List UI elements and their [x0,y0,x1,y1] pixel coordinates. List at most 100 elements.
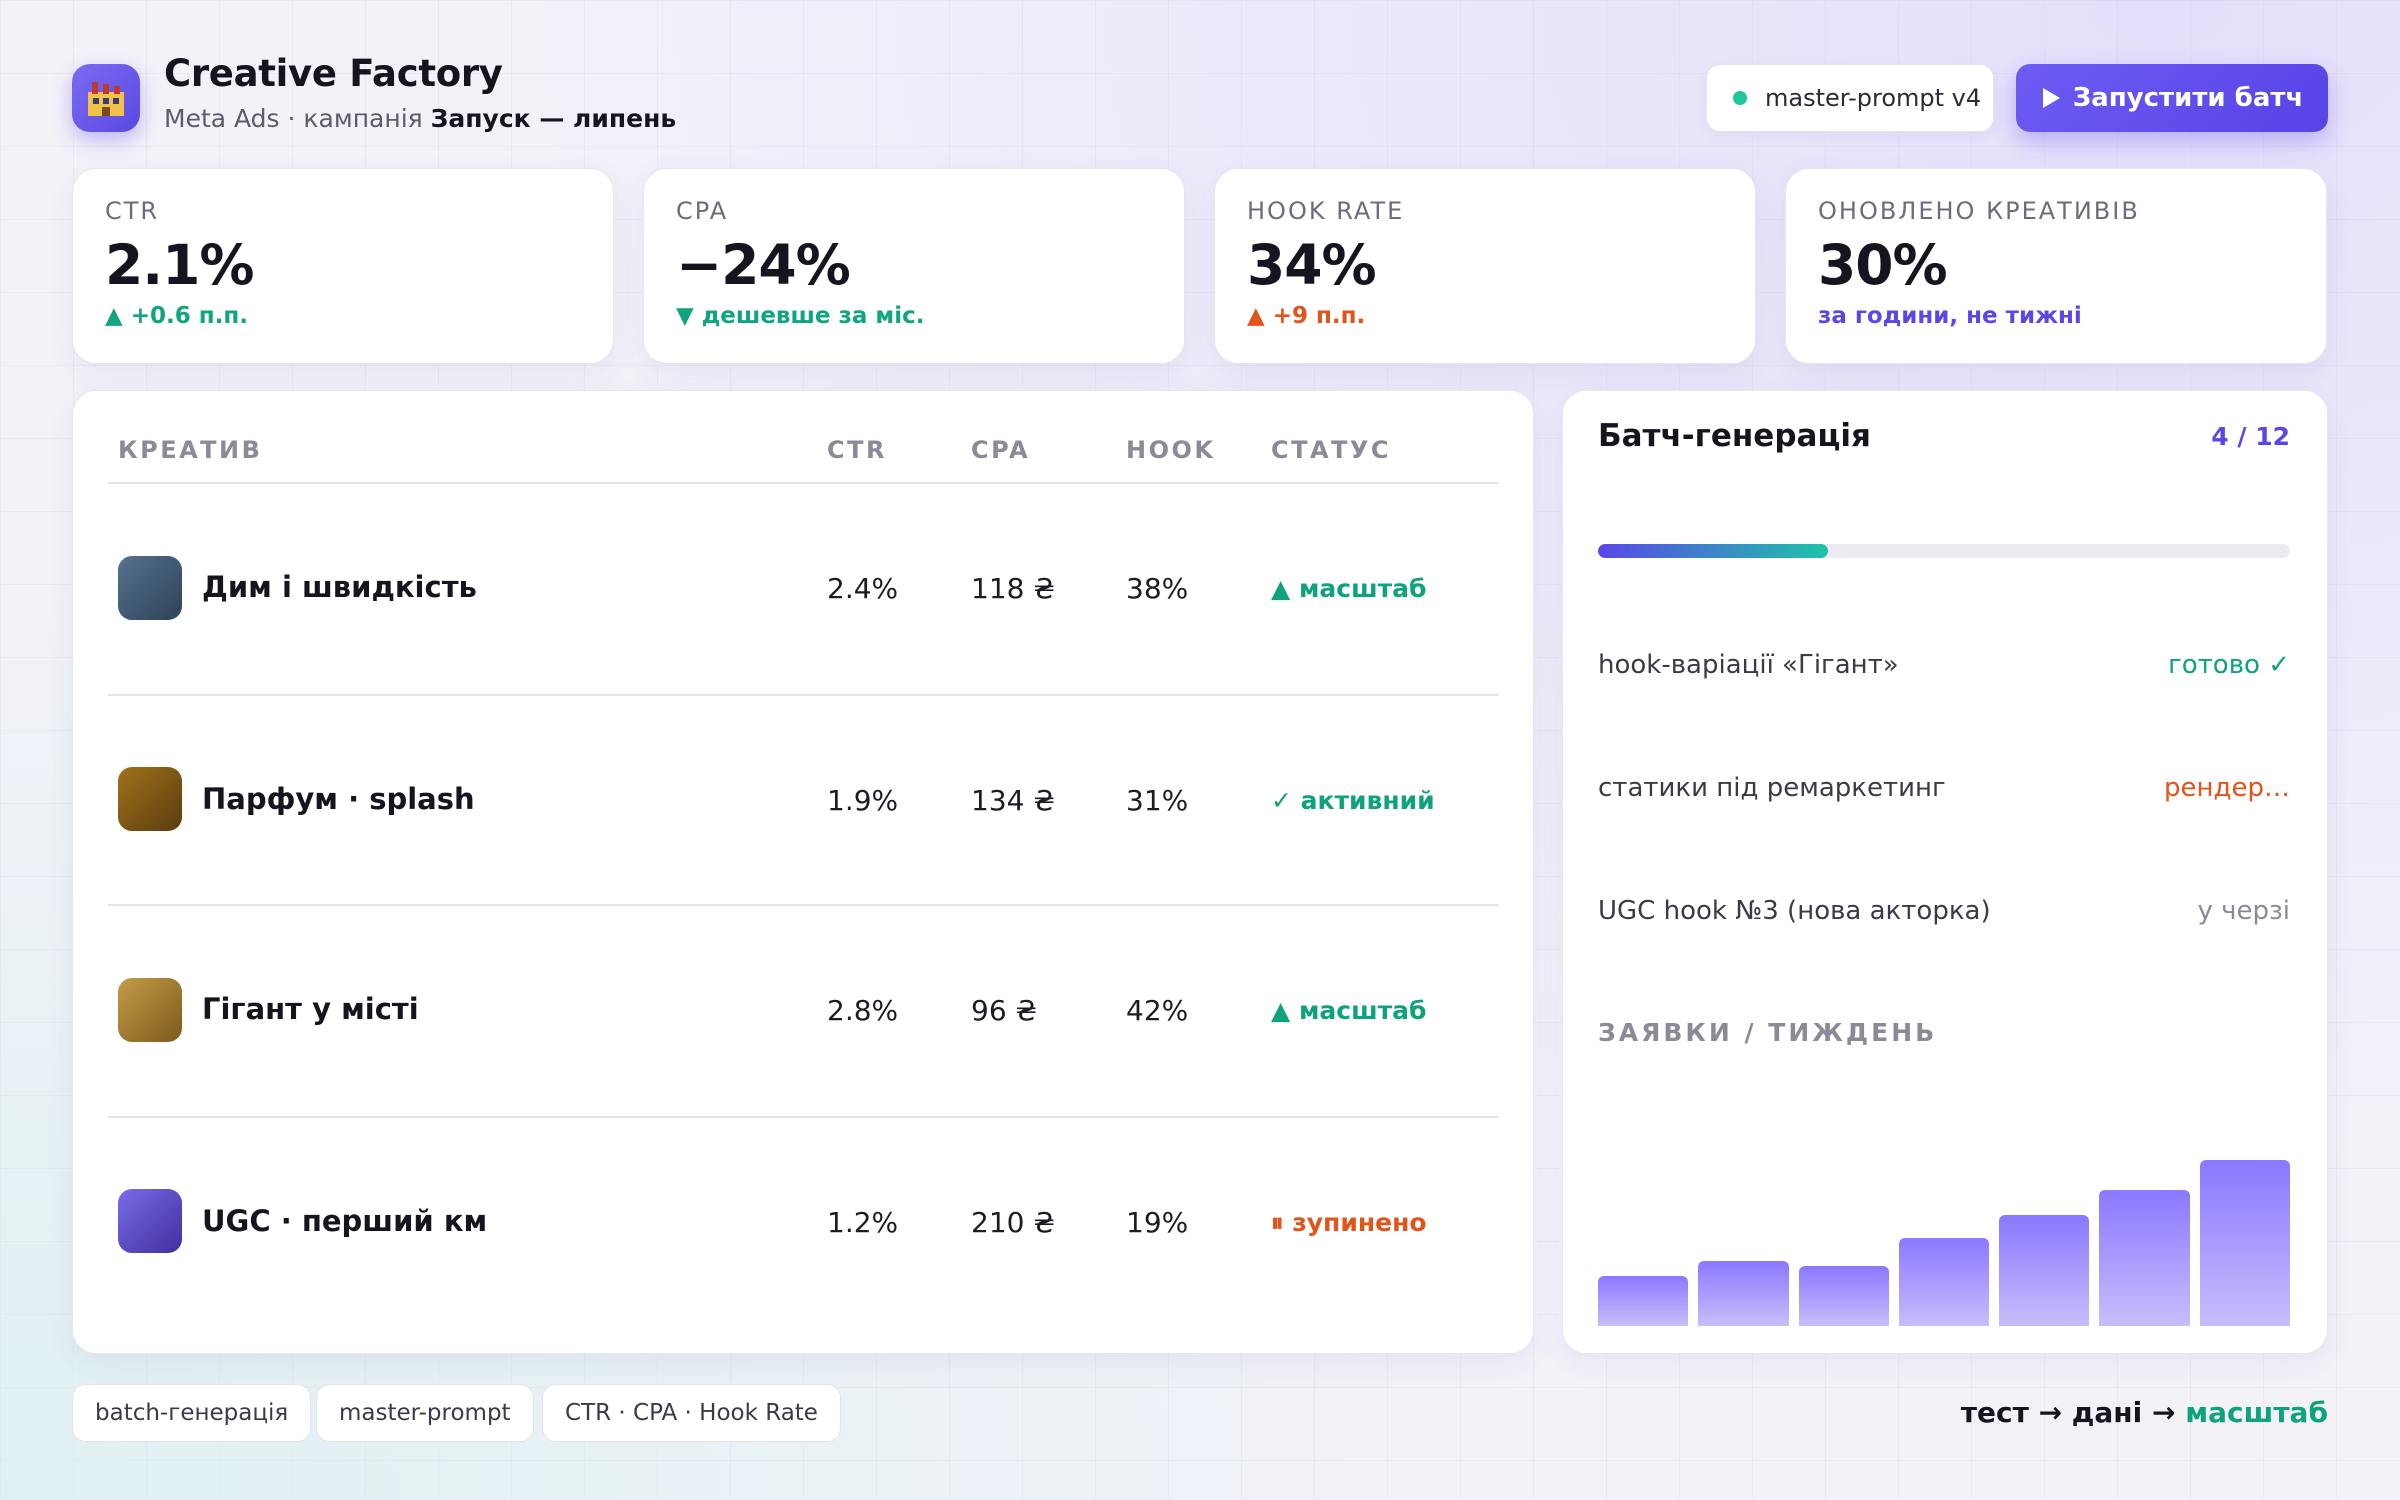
column-header-cpa[interactable]: CPA [971,436,1031,464]
batch-progress-fill [1598,544,1829,558]
chart-bar [1598,1276,1689,1326]
kpi-delta: ▲ +9 п.п. [1247,303,1723,329]
status-label: активний [1300,786,1435,815]
creative-name[interactable]: UGC · перший км [202,1204,488,1238]
kpi-delta: за години, не тижні [1818,303,2294,329]
batch-progress-count: 4 / 12 [2211,422,2290,451]
tag-batch-generation[interactable]: batch-генерація [72,1384,312,1442]
arrow-right-icon: → [2151,1396,2176,1429]
kpi-delta-text: дешевше за міс. [701,303,925,329]
kpi-delta-text: +0.6 п.п. [130,303,248,329]
triangle-down-icon: ▼ [676,303,694,329]
batch-progress-bar [1598,544,2290,558]
triangle-up-icon: ▲ [1271,574,1291,603]
prompt-version-label: master-prompt v4 [1765,84,1982,112]
triangle-up-icon: ▲ [105,303,123,329]
hook-cell: 42% [1126,994,1189,1027]
table-header-divider [108,482,1498,484]
status-badge[interactable]: ▲ масштаб [1271,574,1426,603]
chart-bar [1999,1214,2090,1326]
batch-task-name[interactable]: статики під ремаркетинг [1598,773,1946,803]
chart-bar [2099,1189,2190,1326]
cpa-cell: 210 ₴ [971,1206,1056,1239]
batch-task-state: у черзі [2197,896,2290,926]
kpi-delta: ▲ +0.6 п.п. [105,303,581,329]
kpi-delta: ▼ дешевше за міс. [676,303,1152,329]
kpi-delta-text: +9 п.п. [1272,303,1366,329]
creative-name[interactable]: Парфум · splash [202,782,475,816]
creative-name[interactable]: Дим і швидкість [202,570,477,604]
hook-cell: 38% [1126,572,1189,605]
chart-bar [1798,1266,1889,1326]
leads-chart-title: ЗАЯВКИ / ТИЖДЕНЬ [1598,1018,1938,1047]
row-divider [108,1116,1498,1118]
status-label: масштаб [1298,574,1427,603]
creative-name[interactable]: Гігант у місті [202,992,419,1026]
factory-icon [88,82,124,116]
triangle-up-icon: ▲ [1247,303,1265,329]
app-title: Creative Factory [164,52,503,95]
kpi-value: −24% [676,233,851,297]
batch-title: Батч-генерація [1598,418,1871,454]
kpi-label: CTR [105,197,160,225]
status-badge[interactable]: ✓ активний [1271,786,1435,815]
ctr-cell: 2.8% [827,994,899,1027]
check-icon: ✓ [1271,786,1292,815]
hook-cell: 31% [1126,784,1189,817]
column-header-status[interactable]: СТАТУС [1271,436,1392,464]
column-header-ctr[interactable]: CTR [827,436,887,464]
creative-thumbnail[interactable] [118,978,182,1042]
kpi-delta-text: за години, не тижні [1818,303,2082,329]
run-batch-button[interactable]: Запустити батч [2016,64,2328,132]
status-label: зупинено [1292,1208,1427,1237]
arrow-right-icon: → [2038,1396,2063,1429]
status-badge[interactable]: ⏸ зупинено [1271,1208,1427,1238]
kpi-label: ОНОВЛЕНО КРЕАТИВІВ [1818,197,2140,225]
row-divider [108,904,1498,906]
triangle-up-icon: ▲ [1271,996,1291,1025]
campaign-subtitle: Meta Ads · кампанія Запуск — липень [164,104,676,133]
campaign-name: Запуск — липень [430,104,677,133]
ctr-cell: 1.9% [827,784,899,817]
column-header-hook[interactable]: HOOK [1126,436,1216,464]
flow-step-test: тест [1960,1396,2029,1429]
status-badge[interactable]: ▲ масштаб [1271,996,1426,1025]
leads-per-week-chart [1598,1104,2290,1326]
tag-master-prompt[interactable]: master-prompt [316,1384,534,1442]
batch-task-name[interactable]: UGC hook №3 (нова акторка) [1598,896,1991,926]
status-label: масштаб [1298,996,1427,1025]
row-divider [108,694,1498,696]
flow-step-scale: масштаб [2185,1396,2328,1429]
kpi-label: HOOK RATE [1247,197,1405,225]
chart-bar [1898,1238,1990,1326]
batch-task-state: рендер… [2164,773,2290,803]
tag-metrics[interactable]: CTR · CPA · Hook Rate [542,1384,841,1442]
batch-task-state: готово ✓ [2168,650,2290,680]
hook-cell: 19% [1126,1206,1189,1239]
pause-icon: ⏸ [1271,1208,1284,1237]
kpi-card-refreshed-creatives: ОНОВЛЕНО КРЕАТИВІВ 30% за години, не тиж… [1785,168,2327,364]
flow-step-data: дані [2071,1396,2143,1429]
ctr-cell: 1.2% [827,1206,899,1239]
column-header-creative[interactable]: КРЕАТИВ [118,436,263,464]
run-batch-label: Запустити батч [2072,83,2304,113]
workflow-caption: тест → дані → масштаб [1961,1396,2328,1429]
subtitle-prefix: Meta Ads · кампанія [164,104,423,133]
creative-thumbnail[interactable] [118,1189,182,1253]
status-dot-icon [1733,91,1747,105]
app-logo [72,64,140,132]
play-icon [2042,88,2060,108]
kpi-value: 2.1% [105,233,255,297]
batch-task-name[interactable]: hook-варіації «Гігант» [1598,650,1899,680]
kpi-label: CPA [676,197,729,225]
creative-thumbnail[interactable] [118,767,182,831]
cpa-cell: 134 ₴ [971,784,1056,817]
kpi-value: 34% [1247,233,1377,297]
prompt-version-badge[interactable]: master-prompt v4 [1706,64,1994,132]
cpa-cell: 118 ₴ [971,572,1056,605]
creative-thumbnail[interactable] [118,556,182,620]
creatives-table [72,390,1534,1354]
cpa-cell: 96 ₴ [971,994,1038,1027]
kpi-card-ctr: CTR 2.1% ▲ +0.6 п.п. [72,168,614,364]
kpi-card-hook-rate: HOOK RATE 34% ▲ +9 п.п. [1214,168,1756,364]
